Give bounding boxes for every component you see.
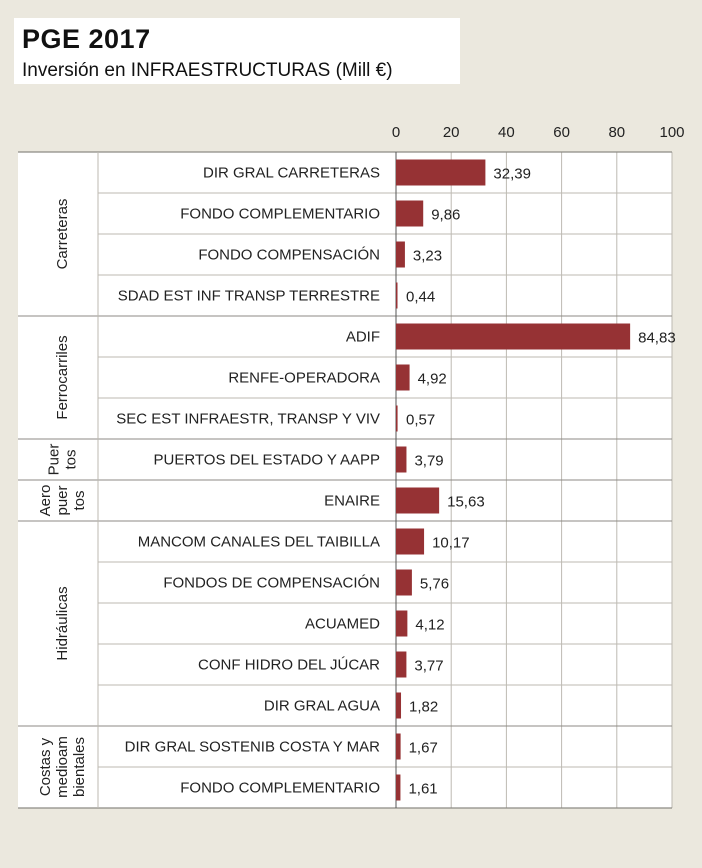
- group-label: Puertos: [46, 444, 80, 476]
- group-label: Carreteras: [54, 199, 71, 270]
- bar: [396, 446, 407, 473]
- group-label: Aeropuertos: [37, 485, 88, 517]
- bar: [396, 200, 424, 227]
- group-label-line: Ferrocarriles: [54, 335, 71, 419]
- category-label: FONDO COMPENSACIÓN: [198, 247, 380, 264]
- bar: [396, 651, 407, 678]
- value-label: 1,67: [409, 740, 438, 757]
- category-label: FONDO COMPLEMENTARIO: [180, 206, 380, 223]
- category-label: RENFE-OPERADORA: [228, 370, 380, 387]
- category-label: PUERTOS DEL ESTADO Y AAPP: [154, 452, 380, 469]
- bar: [396, 487, 440, 514]
- category-label: SDAD EST INF TRANSP TERRESTRE: [118, 288, 380, 305]
- group-label-line: bientales: [71, 737, 88, 797]
- x-tick-label: 80: [608, 124, 625, 141]
- x-tick-label: 60: [553, 124, 570, 141]
- bar: [396, 774, 401, 801]
- group-label-line: tos: [71, 490, 88, 510]
- value-label: 1,61: [408, 781, 437, 798]
- group-label-line: Carreteras: [54, 199, 71, 270]
- category-label: SEC EST INFRAESTR, TRANSP Y VIV: [116, 411, 380, 428]
- category-label: ENAIRE: [324, 493, 380, 510]
- title-box: PGE 2017 Inversión en INFRAESTRUCTURAS (…: [14, 18, 460, 84]
- x-tick-label: 100: [659, 124, 684, 141]
- group-label: Hidráulicas: [54, 586, 71, 660]
- value-label: 3,77: [414, 658, 443, 675]
- value-label: 5,76: [420, 576, 449, 593]
- bar: [396, 282, 398, 309]
- value-label: 84,83: [638, 330, 676, 347]
- value-label: 0,44: [406, 289, 435, 306]
- value-label: 32,39: [493, 166, 531, 183]
- bar: [396, 364, 410, 391]
- category-label: ADIF: [346, 329, 380, 346]
- category-label: FONDO COMPLEMENTARIO: [180, 780, 380, 797]
- group-label: Ferrocarriles: [54, 335, 71, 419]
- value-label: 15,63: [447, 494, 485, 511]
- group-label-line: medioam: [54, 736, 71, 798]
- bar: [396, 241, 405, 268]
- value-label: 1,82: [409, 699, 438, 716]
- category-label: ACUAMED: [305, 616, 380, 633]
- group-label-line: Hidráulicas: [54, 586, 71, 660]
- x-tick-label: 0: [392, 124, 400, 141]
- category-label: CONF HIDRO DEL JÚCAR: [198, 657, 380, 674]
- bar: [396, 405, 398, 432]
- value-label: 3,23: [413, 248, 442, 265]
- group-label-line: tos: [63, 449, 80, 469]
- value-label: 9,86: [431, 207, 460, 224]
- category-label: DIR GRAL AGUA: [264, 698, 380, 715]
- group-label-line: Costas y: [37, 737, 54, 796]
- category-label: MANCOM CANALES DEL TAIBILLA: [138, 534, 380, 551]
- bar: [396, 610, 408, 637]
- group-label: Costas ymedioambientales: [37, 736, 88, 798]
- group-label-line: Aero: [37, 485, 54, 517]
- value-label: 0,57: [406, 412, 435, 429]
- category-label: FONDOS DE COMPENSACIÓN: [163, 575, 380, 592]
- group-label-line: puer: [54, 485, 71, 515]
- category-label: DIR GRAL SOSTENIB COSTA Y MAR: [125, 739, 381, 756]
- value-label: 10,17: [432, 535, 470, 552]
- value-label: 3,79: [414, 453, 443, 470]
- bar: [396, 692, 402, 719]
- x-tick-label: 20: [443, 124, 460, 141]
- bar: [396, 569, 412, 596]
- value-label: 4,12: [415, 617, 444, 634]
- bar: [396, 323, 631, 350]
- chart-title: PGE 2017: [22, 24, 151, 54]
- group-label-line: Puer: [46, 444, 63, 476]
- bar: [396, 159, 486, 186]
- x-tick-label: 40: [498, 124, 515, 141]
- bar: [396, 528, 425, 555]
- category-label: DIR GRAL CARRETERAS: [203, 165, 380, 182]
- chart-subtitle: Inversión en INFRAESTRUCTURAS (Mill €): [22, 60, 393, 81]
- value-label: 4,92: [418, 371, 447, 388]
- bar: [396, 733, 401, 760]
